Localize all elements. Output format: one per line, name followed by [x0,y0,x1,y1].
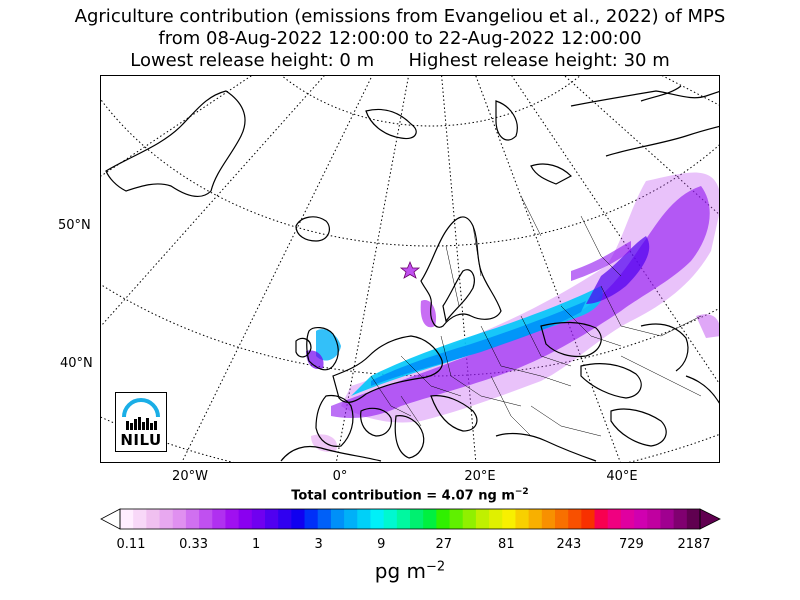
colorbar-cell [647,509,661,529]
colorbar-cell [159,509,174,529]
colorbar-cell [304,509,319,529]
colorbar-tick-label: 729 [619,537,644,552]
colorbar-outline [119,508,701,530]
colorbar-tick-label: 3 [314,537,323,552]
lon-label-20e: 20°E [464,469,496,484]
colorbar-cell [581,509,596,529]
map-panel[interactable] [100,75,720,463]
colorbar-cell [199,509,213,529]
map-title-line1: Agriculture contribution (emissions from… [74,6,726,27]
total-contribution-exponent: −2 [514,487,529,497]
colorbar-cell [251,509,266,529]
colorbar-cell [436,509,451,529]
colorbar-cell [396,509,411,529]
colorbar-tick-label: 9 [377,537,386,552]
colorbar-cell [541,509,556,529]
colorbar-min-extend [100,508,121,530]
colorbar-tick-label: 0.11 [116,537,146,552]
colorbar-cell [423,509,437,529]
colorbar-cell [172,509,187,529]
colorbar-cell [502,509,516,529]
colorbar-cell [462,509,477,529]
colorbar-cell [225,509,240,529]
colorbar-cells [120,509,701,529]
colorbar-cell [291,509,306,529]
colorbar-unit-exponent: −2 [426,559,446,575]
colorbar-cell [449,509,464,529]
colorbar-unit: pg m−2 [0,559,800,583]
map-title-line3: Lowest release height: 0 m Highest relea… [130,50,670,71]
lon-label-20w: 20°W [172,469,208,484]
colorbar-cell [317,509,332,529]
country-borders [370,195,702,437]
colorbar-cell [660,509,675,529]
colorbar-cell [383,509,398,529]
colorbar-tick-label: 1 [251,537,261,552]
colorbar-cell [528,509,543,529]
colorbar-cell [673,509,688,529]
colorbar-cell [634,509,648,529]
colorbar-tick-label: 0.33 [179,537,209,552]
colorbar-cell [370,509,385,529]
colorbar-cell [212,509,226,529]
lon-label-0: 0° [332,469,348,484]
colorbar-cell [238,509,253,529]
colorbar-cell [568,509,582,529]
colorbar-cell [489,509,503,529]
nilu-logo: NILU [115,392,167,452]
coastlines [105,85,719,462]
colorbar-cell [686,509,701,529]
nilu-logo-icon [122,398,160,430]
colorbar-max-extend [699,508,721,530]
colorbar-cell [344,509,358,529]
colorbar-cell [146,509,161,529]
colorbar-tick-label: 2187 [677,537,711,552]
colorbar-cell [555,509,569,529]
colorbar-cell [475,509,490,529]
colorbar-unit-base: pg m [374,559,427,583]
colorbar-cell [265,509,279,529]
total-contribution: Total contribution = 4.07 ng m−2 [0,487,800,503]
colorbar-cell [185,509,200,529]
lat-label-40n: 40°N [60,356,93,371]
lon-label-40e: 40°E [606,469,638,484]
colorbar-cell [594,509,609,529]
concentration-plume [306,172,719,452]
map-svg [101,76,719,462]
colorbar-cell [515,509,530,529]
logo-text: NILU [120,431,162,449]
colorbar-cell [278,509,292,529]
map-title-line2: from 08-Aug-2022 12:00:00 to 22-Aug-2022… [158,28,642,49]
colorbar-cell [357,509,371,529]
lat-label-50n: 50°N [58,218,91,233]
colorbar-tick-label: 81 [498,537,515,552]
colorbar-tick-label: 243 [556,537,582,552]
receptor-star-icon [399,260,421,279]
colorbar-cell [330,509,345,529]
total-contribution-text: Total contribution = 4.07 ng m [291,488,515,504]
colorbar-cell [607,509,622,529]
colorbar [100,508,721,530]
colorbar-cell [410,509,424,529]
colorbar-cell [133,509,147,529]
colorbar-tick-label: 27 [435,537,453,552]
colorbar-cell [620,509,635,529]
colorbar-cell [120,509,134,529]
